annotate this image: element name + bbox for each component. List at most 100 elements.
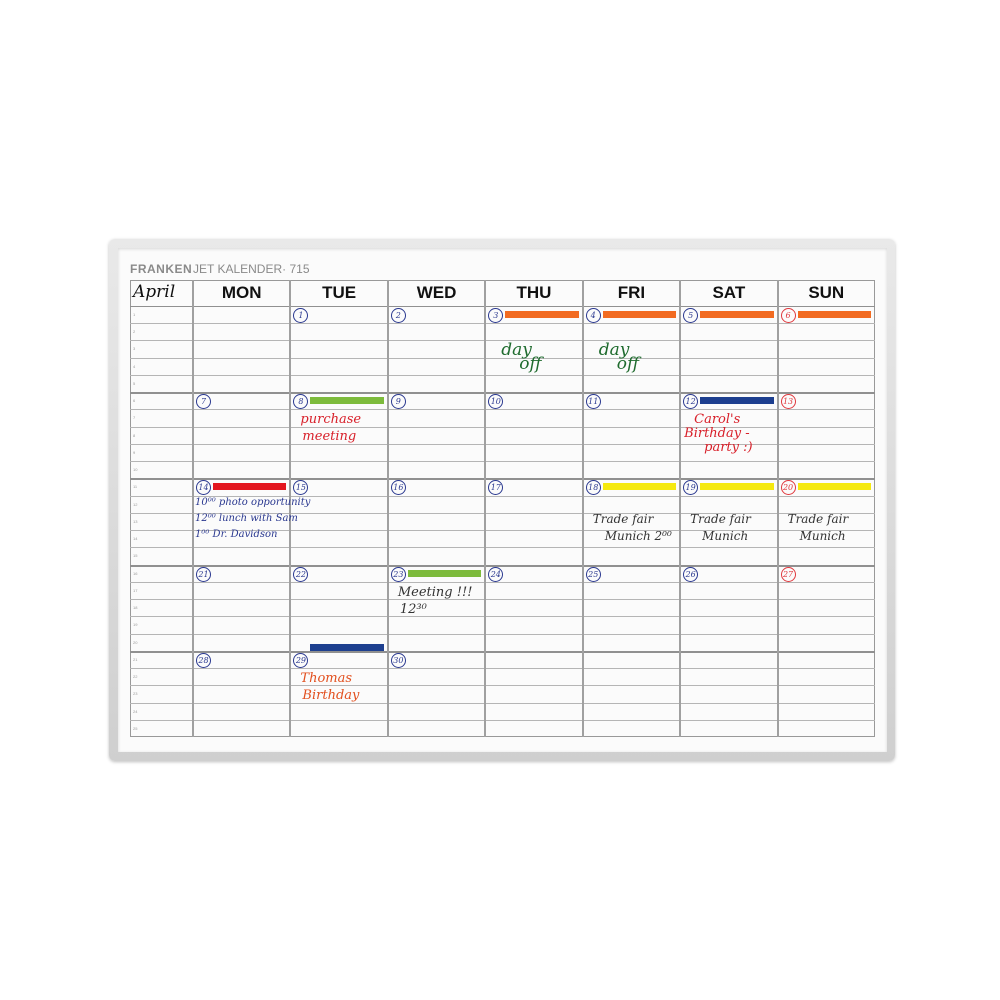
date-number: 17 (488, 480, 504, 496)
date-number: 1 (293, 308, 309, 323)
calendar-grid (130, 280, 875, 737)
row-number: 1 (133, 312, 136, 317)
row-line (130, 374, 875, 376)
row-line (130, 461, 875, 463)
handwritten-note: Birthday (302, 687, 360, 703)
date-number: 3 (488, 308, 504, 323)
date-number: 21 (196, 566, 211, 582)
date-number: 20 (780, 480, 796, 496)
handwritten-note: Munich (702, 529, 749, 544)
row-number: 24 (133, 708, 138, 714)
row-number: 13 (133, 518, 138, 524)
date-number: 28 (196, 652, 211, 668)
row-line (130, 340, 875, 342)
whiteboard-surface (118, 248, 887, 752)
magnetic-marker-red (213, 483, 287, 491)
date-number: 6 (780, 308, 796, 323)
handwritten-note: Trade fair (787, 512, 849, 527)
date-number: 10 (488, 394, 504, 410)
date-number: 11 (585, 394, 601, 410)
handwritten-note: Birthday - (684, 426, 750, 442)
date-number: 23 (390, 566, 406, 582)
row-number: 4 (133, 363, 136, 369)
row-number: 15 (133, 553, 138, 559)
magnetic-marker-yellow (797, 483, 871, 491)
date-number: 27 (780, 566, 796, 582)
row-number: 3 (133, 346, 136, 352)
row-number: 14 (133, 536, 138, 542)
row-line (130, 685, 875, 687)
row-line (130, 443, 875, 445)
date-number: 18 (585, 480, 601, 496)
date-number: 24 (488, 566, 504, 582)
date-number: 14 (196, 480, 211, 496)
day-header-tue: TUE (322, 283, 357, 302)
magnetic-marker-blue (310, 643, 384, 651)
day-header-fri: FRI (617, 283, 646, 302)
week-divider (130, 392, 875, 395)
row-line (130, 357, 875, 359)
date-number: 15 (293, 480, 309, 496)
date-number: 5 (683, 308, 699, 323)
day-header-thu: THU (516, 283, 552, 302)
date-number: 9 (390, 394, 406, 410)
row-line (130, 323, 875, 325)
handwritten-note: meeting (302, 429, 357, 445)
row-line (130, 512, 875, 514)
column-divider (776, 280, 779, 737)
handwritten-note: purchase (300, 412, 362, 428)
row-number: 9 (133, 449, 136, 455)
row-number: 7 (133, 415, 136, 421)
magnetic-marker-orange (505, 311, 579, 318)
handwritten-note: Carol's (694, 412, 741, 428)
date-number: 12 (683, 394, 699, 410)
row-number: 17 (133, 587, 138, 593)
date-number: 2 (390, 308, 406, 323)
magnetic-marker-green (407, 569, 482, 577)
row-number: 11 (133, 484, 138, 490)
week-divider (130, 478, 875, 481)
handwritten-note: off (616, 354, 639, 374)
row-number: 12 (133, 501, 138, 507)
column-divider (581, 280, 584, 737)
column-divider (679, 280, 682, 737)
row-line (130, 581, 875, 583)
date-number: 8 (293, 394, 309, 410)
product-name: JET KALENDER· 715 (193, 262, 310, 276)
row-number: 16 (133, 570, 138, 576)
date-number: 25 (585, 566, 601, 582)
row-number: 21 (133, 656, 138, 662)
row-number: 10 (133, 467, 138, 473)
row-number: 23 (133, 691, 138, 697)
day-header-mon: MON (221, 283, 262, 302)
row-line (130, 599, 875, 601)
column-divider (192, 280, 194, 737)
column-divider (386, 280, 389, 737)
magnetic-marker-green (310, 397, 384, 405)
row-line (130, 547, 875, 549)
handwritten-note: 10⁰⁰ photo opportunity (195, 497, 311, 509)
brand-logo: FRANKEN (130, 262, 193, 276)
month-label: April (133, 282, 176, 302)
handwritten-note: 1⁰⁰ Dr. Davidson (195, 529, 278, 541)
row-number: 25 (133, 725, 138, 731)
row-line (130, 702, 875, 704)
day-header-sat: SAT (712, 283, 746, 302)
row-number: 2 (133, 329, 136, 335)
row-number: 5 (133, 380, 136, 386)
handwritten-note: day (501, 340, 532, 360)
date-number: 4 (585, 308, 601, 323)
row-line (130, 426, 875, 428)
handwritten-note: off (519, 354, 542, 374)
row-line (130, 616, 875, 618)
handwritten-note: Thomas (300, 670, 353, 686)
magnetic-marker-blue (700, 397, 774, 405)
date-number: 13 (780, 394, 796, 410)
header-divider (130, 306, 875, 307)
handwritten-note: Meeting !!! (397, 584, 473, 600)
week-divider (130, 564, 875, 567)
row-line (130, 409, 875, 411)
week-divider (130, 650, 875, 653)
handwritten-note: Munich 2⁰⁰ (604, 529, 672, 544)
row-number: 22 (133, 674, 138, 680)
